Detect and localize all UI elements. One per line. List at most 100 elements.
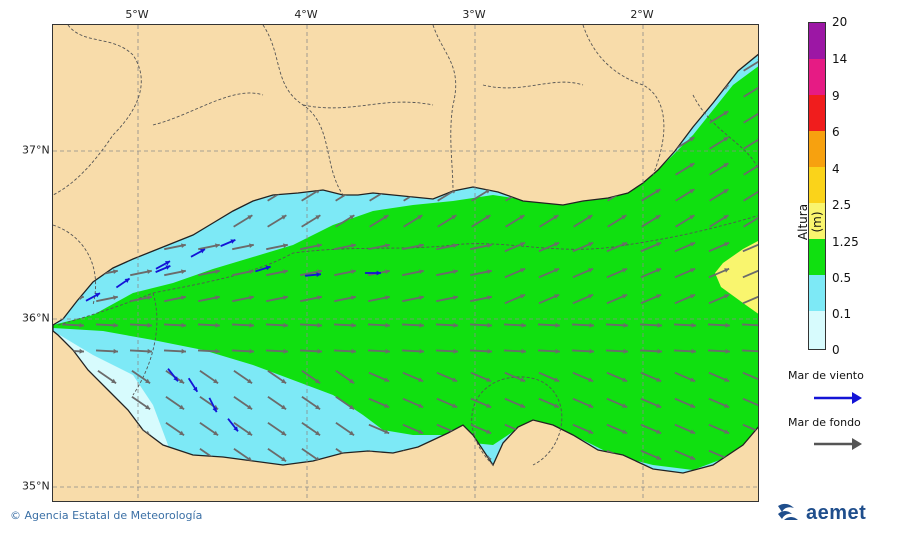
swell-arrow (640, 293, 662, 305)
swell-arrow (130, 295, 152, 303)
swell-arrow (437, 214, 457, 228)
swell-arrow (470, 269, 492, 277)
swell-arrow (641, 188, 661, 202)
swell-arrow (301, 370, 321, 384)
swell-arrow (606, 397, 628, 409)
swell-arrow (741, 323, 758, 327)
swell-arrow (164, 243, 186, 251)
graticule (53, 25, 758, 501)
swell-arrow (606, 293, 628, 305)
swell-arrow (401, 322, 425, 328)
swell-arrow (504, 371, 526, 383)
swell-arrow (471, 188, 491, 202)
swell-arrow (197, 322, 221, 328)
swell-arrow (267, 396, 287, 410)
swell-arrow (674, 371, 696, 383)
swell-arrow (300, 269, 322, 277)
swell-arrow (572, 267, 594, 279)
swell-arrow (743, 58, 758, 72)
lon-tick-4w: 4°W (294, 8, 318, 21)
swell-arrow (709, 214, 729, 228)
colorbar-label-1.25: 1.25 (832, 235, 859, 249)
swell-arrow (675, 136, 695, 150)
swell-arrow (537, 348, 561, 354)
sea-band-1.25-2.5 (715, 240, 758, 315)
border-line (482, 81, 584, 89)
swell-arrow (639, 322, 663, 328)
swell-arrow (573, 214, 593, 228)
swell-arrow (742, 423, 758, 435)
aemet-logo: aemet (776, 500, 866, 526)
swell-arrow (539, 214, 559, 228)
swell-arrow (743, 136, 758, 150)
swell-arrow (675, 162, 695, 176)
swell-arrow (335, 422, 355, 436)
logo-text: aemet (806, 501, 867, 524)
swell-arrow (470, 295, 492, 303)
swell-arrow (742, 293, 758, 305)
swell-arrow (335, 370, 355, 384)
wind-arrow (155, 265, 171, 273)
swell-arrow (368, 295, 390, 303)
swell-arrow (265, 322, 289, 328)
swell-arrow (97, 370, 117, 384)
wind-arrow (190, 248, 206, 258)
swell-arrow (233, 396, 253, 410)
swell-arrow (607, 214, 627, 228)
wind-arrow (227, 418, 239, 432)
swell-arrow (709, 136, 729, 150)
swell-arrow (95, 348, 119, 354)
colorbar-seg-14-20 (809, 23, 825, 59)
swell-arrow (266, 243, 288, 251)
swell-arrow (300, 243, 322, 251)
swell-arrow (267, 422, 287, 436)
swell-arrow (165, 396, 185, 410)
wind-arrow (167, 368, 179, 382)
swell-arrow (572, 371, 594, 383)
swell-arrow (606, 371, 628, 383)
swell-arrow (708, 293, 730, 305)
swell-arrow (538, 371, 560, 383)
swell-arrow (164, 269, 186, 277)
colorbar-label-6: 6 (832, 125, 840, 139)
colorbar-label-2.5: 2.5 (832, 198, 852, 212)
swell-arrow (199, 422, 219, 436)
wind-arrow (220, 239, 236, 247)
swell-arrow (640, 449, 662, 461)
swell-arrow (402, 243, 424, 251)
swell-arrow (266, 295, 288, 303)
swell-arrow (95, 322, 119, 328)
swell-arrow (572, 241, 594, 253)
swell-arrow (233, 370, 253, 384)
lat-tick-36n: 36°N (22, 311, 50, 325)
swell-arrow (639, 348, 663, 354)
swell-arrow (165, 422, 185, 436)
swell-arrow (742, 241, 758, 253)
swell-arrow (470, 243, 492, 251)
wind-arrow (208, 397, 218, 413)
swell-arrow (231, 322, 255, 328)
swell-arrow (471, 214, 491, 228)
swell-arrow (503, 322, 527, 328)
swell-arrow (572, 293, 594, 305)
swell-arrow (334, 243, 356, 251)
swell-arrow (469, 348, 493, 354)
swell-arrow (401, 348, 425, 354)
swell-arrow (708, 241, 730, 253)
swell-arrow (436, 269, 458, 277)
swell-arrow (300, 295, 322, 303)
colorbar-label-4: 4 (832, 162, 840, 176)
swell-arrow (674, 449, 696, 461)
swell-arrow (402, 269, 424, 277)
maritime-boundary (471, 376, 563, 466)
swell-arrow (231, 348, 255, 354)
swell-arrow (131, 396, 151, 410)
border-line (302, 101, 434, 109)
swell-arrow (743, 110, 758, 124)
swell-arrow (674, 241, 696, 253)
swell-arrow (641, 214, 661, 228)
swell-arrow (367, 322, 391, 328)
colorbar-label-0.1: 0.1 (832, 307, 852, 321)
swell-arrow (743, 84, 758, 98)
swell-arrow (606, 267, 628, 279)
